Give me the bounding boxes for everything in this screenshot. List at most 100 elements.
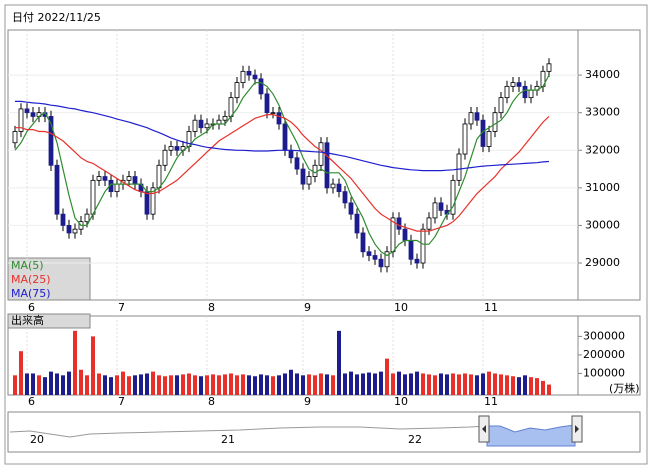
candle-body: [162, 149, 168, 166]
candle-body: [456, 153, 462, 181]
volume-bar: [229, 373, 233, 395]
candle-body: [102, 176, 108, 181]
volume-bar: [271, 376, 275, 395]
candle-body: [366, 251, 372, 256]
candle-body: [246, 70, 252, 76]
volume-bar: [43, 377, 47, 395]
navigator-year: 21: [221, 433, 235, 446]
volume-bar: [361, 373, 365, 395]
candle-body: [318, 142, 324, 166]
volume-bar: [127, 376, 131, 395]
volume-bar: [163, 376, 167, 395]
volume-tick-label: 300000: [583, 329, 625, 342]
volume-label-box: [7, 313, 91, 329]
navigator-line: [9, 425, 488, 438]
volume-bar: [97, 373, 101, 395]
volume-axis-panel: [577, 315, 641, 396]
candle-body: [378, 258, 384, 268]
candle-body: [372, 255, 378, 260]
volume-bar: [439, 373, 443, 395]
candle-body: [126, 176, 132, 181]
y-tick-label: 34000: [585, 68, 620, 81]
volume-bar: [277, 375, 281, 395]
x-tick-label: 8: [208, 301, 215, 314]
candle-body: [114, 183, 120, 193]
y-tick-label: 30000: [585, 218, 620, 231]
volume-bar: [349, 371, 353, 395]
volume-bar: [109, 377, 113, 395]
candle-body: [72, 228, 78, 234]
candle-body: [288, 149, 294, 159]
candle-body: [24, 108, 30, 114]
volume-bar: [241, 374, 245, 395]
candle-body: [192, 119, 198, 132]
y-tick-label: 32000: [585, 143, 620, 156]
candle-body: [264, 93, 270, 114]
legend-entry: MA(5): [11, 259, 44, 272]
candle-body: [258, 78, 264, 95]
navigator[interactable]: 20 21 22: [7, 411, 641, 453]
candle-body: [516, 82, 522, 87]
volume-bar: [13, 375, 17, 395]
candle-body: [66, 225, 72, 234]
volume-bar: [385, 358, 389, 395]
volume-bar: [199, 376, 203, 395]
candle-body: [510, 82, 516, 87]
candle-body: [342, 191, 348, 204]
x-tick-label: 9: [304, 395, 311, 408]
candle-body: [222, 116, 228, 121]
navigator-year: 20: [30, 433, 44, 446]
candle-body: [174, 146, 180, 151]
volume-bar: [289, 369, 293, 395]
candle-body: [54, 164, 60, 215]
x-tick-label: 9: [304, 301, 311, 314]
volume-bar: [145, 373, 149, 395]
candle-body: [348, 202, 354, 215]
volume-bar: [463, 373, 467, 395]
candle-body: [324, 142, 330, 189]
candle-body: [546, 63, 552, 72]
candle-body: [396, 217, 402, 230]
candle-body: [216, 119, 222, 125]
candle-body: [204, 123, 210, 129]
y-tick-label: 33000: [585, 106, 620, 119]
volume-bar: [193, 375, 197, 395]
price-axis-panel: [577, 29, 641, 301]
volume-bar: [481, 373, 485, 395]
volume-bar: [487, 371, 491, 395]
candle-body: [408, 240, 414, 260]
candle-body: [492, 112, 498, 132]
volume-bar: [133, 375, 137, 395]
volume-bar: [223, 374, 227, 395]
ma-line: [15, 114, 550, 232]
candle-body: [504, 85, 510, 99]
volume-bar: [547, 384, 551, 395]
volume-bar: [205, 375, 209, 395]
candle-body: [450, 179, 456, 215]
volume-bar: [313, 375, 317, 395]
volume-bar: [403, 374, 407, 395]
volume-bar: [517, 377, 521, 395]
navigator-selection: [486, 424, 576, 447]
candle-body: [270, 112, 276, 115]
candle-body: [486, 131, 492, 147]
volume-tick-label: 100000: [583, 366, 625, 379]
volume-bar: [343, 373, 347, 395]
legend-entry: MA(75): [11, 287, 51, 300]
x-tick-label: 11: [484, 301, 498, 314]
volume-bar: [259, 374, 263, 395]
volume-bar: [493, 373, 497, 395]
volume-bar: [253, 376, 257, 395]
volume-bar: [295, 373, 299, 395]
volume-bar: [157, 375, 161, 395]
volume-bar: [121, 371, 125, 395]
volume-bar: [373, 373, 377, 395]
y-tick-label: 31000: [585, 181, 620, 194]
candle-body: [414, 258, 420, 264]
candle-body: [426, 217, 432, 230]
candle-body: [132, 176, 138, 185]
legend-box: [7, 257, 91, 301]
candle-body: [438, 202, 444, 211]
candle-body: [48, 116, 54, 166]
candle-body: [384, 251, 390, 268]
